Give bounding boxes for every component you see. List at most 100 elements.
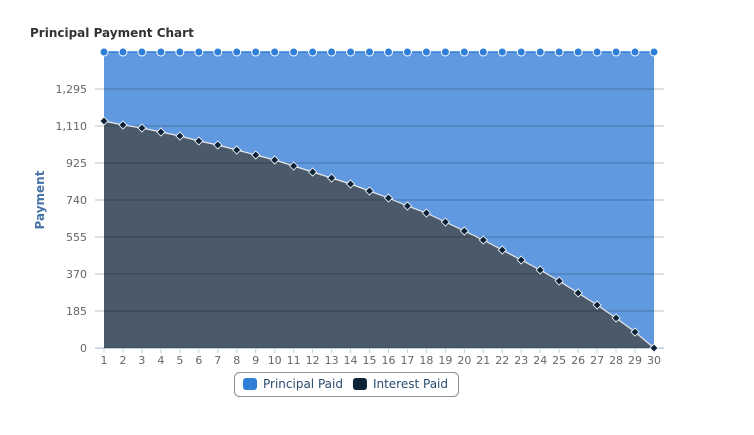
marker	[194, 47, 204, 57]
marker	[118, 47, 128, 57]
marker	[194, 136, 204, 146]
marker	[497, 245, 507, 255]
marker	[345, 179, 356, 189]
x-tick-label: 3	[138, 354, 145, 367]
marker	[573, 47, 583, 57]
x-tick-label: 4	[157, 354, 164, 367]
marker	[308, 47, 318, 57]
area-fill	[104, 121, 654, 348]
x-tick-label: 21	[476, 354, 490, 367]
x-tick-label: 5	[176, 354, 183, 367]
y-tick-label: 555	[66, 231, 87, 244]
x-tick-label: 25	[552, 354, 566, 367]
y-tick-label: 1,110	[56, 120, 88, 133]
y-tick-label: 1,295	[56, 83, 88, 96]
marker	[289, 161, 299, 171]
marker	[573, 288, 583, 298]
x-tick-label: 20	[457, 354, 471, 367]
x-tick-label: 13	[325, 354, 339, 367]
marker	[251, 47, 261, 57]
marker	[554, 47, 564, 57]
marker	[592, 300, 602, 310]
legend-swatch	[352, 378, 367, 390]
marker	[478, 47, 488, 57]
marker	[232, 47, 242, 57]
marker	[289, 47, 299, 57]
x-tick-label: 1	[101, 354, 108, 367]
x-tick-label: 2	[119, 354, 126, 367]
y-tick-label: 925	[66, 157, 87, 170]
x-tick-label: 22	[495, 354, 509, 367]
marker	[232, 145, 242, 155]
x-tick-label: 9	[252, 354, 259, 367]
legend-box	[234, 372, 459, 397]
y-tick-label: 185	[66, 305, 87, 318]
x-tick-label: 30	[647, 354, 661, 367]
marker	[592, 47, 602, 57]
marker	[440, 217, 450, 227]
marker	[421, 208, 431, 218]
marker	[137, 47, 147, 57]
legend-swatch	[243, 378, 257, 390]
x-tick-label: 10	[268, 354, 282, 367]
marker	[611, 313, 621, 323]
area-fill	[104, 52, 654, 348]
y-tick-label: 0	[80, 342, 87, 355]
chart-title: Principal Payment Chart	[30, 26, 194, 40]
x-tick-label: 8	[233, 354, 240, 367]
marker	[118, 120, 128, 130]
marker	[497, 47, 507, 57]
x-tick-label: 23	[514, 354, 528, 367]
marker	[383, 47, 393, 57]
x-tick-label: 7	[214, 354, 221, 367]
marker	[327, 173, 337, 183]
marker	[137, 123, 147, 133]
y-tick-label: 370	[66, 268, 87, 281]
x-tick-label: 27	[590, 354, 604, 367]
x-tick-label: 12	[306, 354, 320, 367]
legend: Principal Paid Interest Paid	[234, 372, 459, 397]
marker	[175, 47, 185, 57]
marker	[459, 47, 469, 57]
marker	[383, 193, 394, 203]
marker	[478, 235, 488, 245]
marker	[175, 131, 185, 141]
marker	[270, 155, 280, 165]
marker	[535, 47, 545, 57]
x-tick-label: 15	[363, 354, 377, 367]
marker	[365, 47, 375, 57]
y-tick-label: 740	[66, 194, 87, 207]
x-tick-label: 16	[381, 354, 395, 367]
x-tick-label: 11	[287, 354, 301, 367]
marker	[402, 201, 413, 211]
marker	[327, 47, 337, 57]
plot-area	[95, 47, 664, 353]
x-tick-label: 14	[344, 354, 358, 367]
marker	[611, 47, 621, 57]
x-tick-label: 24	[533, 354, 547, 367]
x-tick-label: 26	[571, 354, 585, 367]
marker	[630, 327, 640, 337]
x-tick-label: 19	[438, 354, 452, 367]
marker	[516, 255, 526, 265]
legend-label[interactable]: Principal Paid	[263, 377, 343, 391]
marker	[364, 186, 375, 196]
marker	[99, 116, 109, 126]
marker	[554, 276, 564, 286]
marker	[308, 167, 318, 177]
marker	[440, 47, 450, 57]
legend-label[interactable]: Interest Paid	[373, 377, 448, 391]
marker	[156, 47, 166, 57]
marker	[213, 47, 223, 57]
marker	[535, 265, 545, 275]
marker	[421, 47, 431, 57]
x-tick-label: 17	[400, 354, 414, 367]
marker	[649, 47, 659, 57]
x-tick-label: 29	[628, 354, 642, 367]
marker	[649, 343, 659, 353]
marker	[630, 47, 640, 57]
marker	[516, 47, 526, 57]
marker	[251, 150, 261, 160]
marker	[270, 47, 280, 57]
